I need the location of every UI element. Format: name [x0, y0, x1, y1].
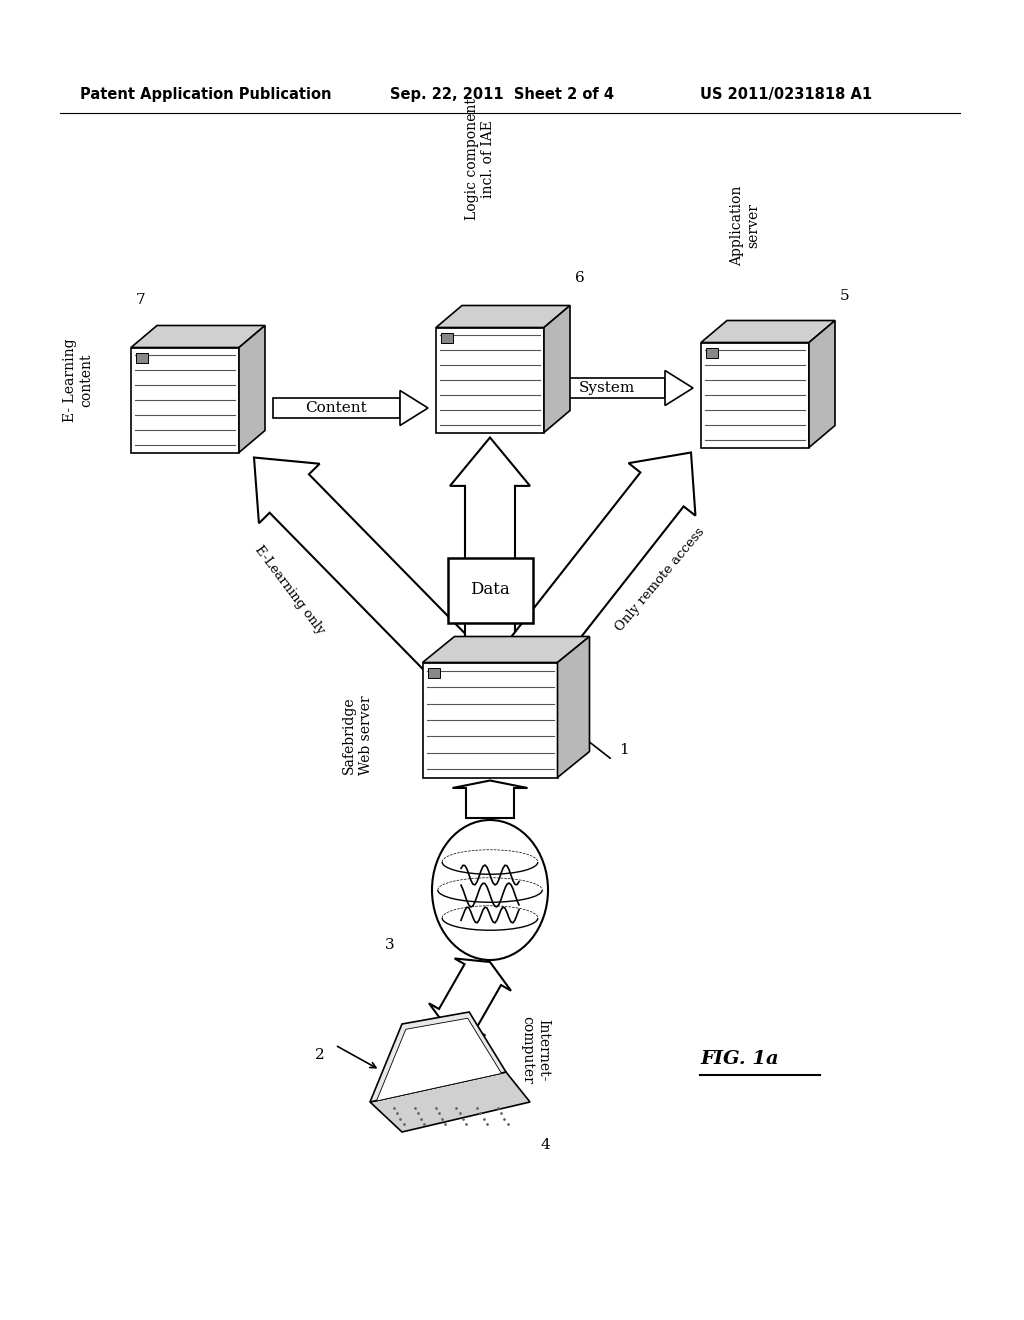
Polygon shape	[436, 305, 570, 327]
Polygon shape	[701, 321, 835, 342]
Text: 3: 3	[385, 939, 395, 952]
Bar	[136, 352, 148, 363]
Polygon shape	[544, 305, 570, 433]
Text: Internet-
computer: Internet- computer	[520, 1016, 550, 1084]
Polygon shape	[453, 780, 527, 818]
Text: Sep. 22, 2011  Sheet 2 of 4: Sep. 22, 2011 Sheet 2 of 4	[390, 87, 614, 103]
Bar	[701, 342, 809, 447]
Polygon shape	[665, 371, 693, 405]
Text: US 2011/0231818 A1: US 2011/0231818 A1	[700, 87, 872, 103]
Polygon shape	[131, 326, 265, 347]
Bar	[441, 333, 453, 342]
Polygon shape	[557, 636, 590, 777]
Text: 7: 7	[136, 293, 145, 308]
Polygon shape	[429, 958, 511, 1035]
Bar	[131, 347, 239, 453]
Text: E-Learning only: E-Learning only	[253, 543, 328, 636]
Text: 5: 5	[840, 289, 850, 302]
Text: E- Learning
content: E- Learning content	[62, 338, 93, 422]
Text: 4: 4	[540, 1138, 550, 1152]
Polygon shape	[239, 326, 265, 453]
Bar	[706, 347, 718, 358]
Polygon shape	[508, 453, 695, 675]
Text: Content: Content	[305, 401, 368, 414]
Text: Patent Application Publication: Patent Application Publication	[80, 87, 332, 103]
Bar	[273, 399, 400, 418]
Text: 2: 2	[315, 1048, 325, 1063]
Polygon shape	[458, 635, 522, 660]
Bar	[549, 378, 665, 399]
Text: 1: 1	[620, 743, 630, 756]
Bar	[447, 557, 532, 623]
Polygon shape	[370, 1072, 530, 1133]
Polygon shape	[423, 636, 590, 663]
Polygon shape	[400, 391, 428, 425]
Text: Only remote access: Only remote access	[613, 525, 708, 635]
Text: Data: Data	[470, 582, 510, 598]
Bar	[427, 668, 439, 677]
Bar	[436, 327, 544, 433]
Text: 6: 6	[575, 272, 585, 285]
Text: Application
server: Application server	[730, 185, 760, 265]
Text: Safebridge
Web server: Safebridge Web server	[342, 696, 373, 775]
Polygon shape	[377, 1018, 502, 1101]
Bar	[423, 663, 557, 777]
Polygon shape	[254, 458, 470, 677]
Text: FIG. 1a: FIG. 1a	[700, 1049, 778, 1068]
Polygon shape	[450, 437, 530, 657]
Polygon shape	[370, 1012, 506, 1102]
Polygon shape	[809, 321, 835, 447]
Text: System: System	[579, 381, 635, 395]
Text: Logic component
incl. of IAE: Logic component incl. of IAE	[465, 99, 495, 220]
